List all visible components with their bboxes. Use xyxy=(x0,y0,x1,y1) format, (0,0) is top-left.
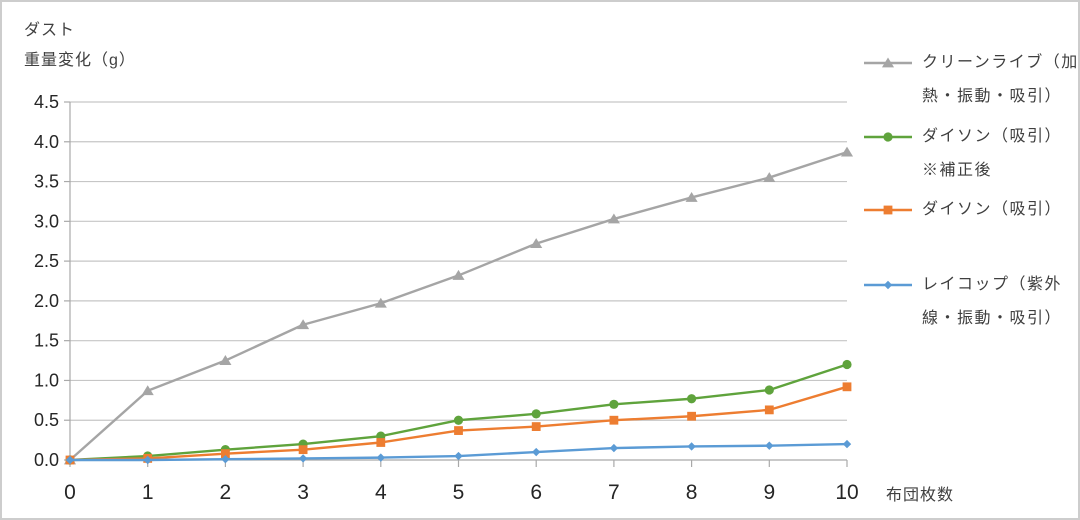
x-tick-label: 2 xyxy=(220,481,232,504)
data-point-triangle-marker xyxy=(141,385,154,396)
data-point-triangle-marker xyxy=(452,269,465,280)
x-tick-label: 1 xyxy=(142,481,154,504)
legend-label: ダイソン（吸引） xyxy=(922,193,1062,227)
y-tick-label: 2.5 xyxy=(34,251,59,271)
data-point-square-marker xyxy=(298,445,308,455)
data-point-circle-marker xyxy=(453,415,464,425)
y-tick-label: 0.5 xyxy=(34,410,59,430)
y-axis-title: ダスト 重量変化（g） xyxy=(24,16,136,76)
x-tick-label: 7 xyxy=(608,481,620,504)
legend-label-line: 熱・振動・吸引） xyxy=(922,88,1063,105)
data-point-diamond-marker xyxy=(687,442,696,451)
data-point-triangle-marker xyxy=(607,213,620,224)
x-tick-label: 0 xyxy=(64,481,76,504)
data-point-circle-marker xyxy=(531,409,541,419)
x-tick-label: 6 xyxy=(530,481,542,504)
legend-item-1: ダイソン（吸引） ※補正後 xyxy=(864,120,1062,188)
y-axis-title-line2: 重量変化（g） xyxy=(24,52,136,69)
data-point-circle-marker xyxy=(609,399,619,409)
legend-label: レイコップ（紫外 線・振動・吸引） xyxy=(922,268,1062,336)
x-tick-label: 8 xyxy=(686,481,698,504)
data-point-diamond-marker xyxy=(298,454,308,463)
legend-label-line: ダイソン（吸引） xyxy=(922,201,1063,218)
data-point-square-marker xyxy=(221,449,230,459)
x-tick-label: 10 xyxy=(835,481,858,504)
data-point-diamond-marker xyxy=(765,441,774,450)
data-point-triangle-marker xyxy=(763,172,776,182)
data-point-square-marker xyxy=(531,422,541,431)
x-axis-title: 布団枚数 xyxy=(886,487,955,504)
y-tick-label: 4.5 xyxy=(34,92,59,112)
y-tick-label: 4.0 xyxy=(34,132,59,152)
y-tick-label: 3.5 xyxy=(34,172,59,192)
data-point-square-marker xyxy=(376,438,386,447)
x-tick-label: 3 xyxy=(297,481,309,504)
y-tick-label: 2.0 xyxy=(34,291,59,311)
legend-label-line: 線・振動・吸引） xyxy=(922,310,1063,327)
y-tick-label: 3.0 xyxy=(34,211,59,231)
x-tick-label: 5 xyxy=(453,481,465,504)
legend-label-line: ダイソン（吸引） xyxy=(922,128,1063,145)
legend-triangle-marker-icon xyxy=(864,57,912,68)
data-point-circle-marker xyxy=(687,394,697,404)
data-point-circle-marker xyxy=(764,385,774,395)
data-point-square-marker xyxy=(454,426,463,435)
legend-square-marker-icon xyxy=(864,205,912,215)
legend-label: クリーンライブ（加 熱・振動・吸引） xyxy=(922,46,1079,114)
data-point-square-marker xyxy=(764,405,774,415)
data-point-triangle-marker xyxy=(530,238,543,249)
legend-item-2: ダイソン（吸引） xyxy=(864,193,1062,227)
legend-diamond-marker-icon xyxy=(864,280,912,290)
data-point-square-marker xyxy=(687,411,696,421)
data-point-triangle-marker xyxy=(685,191,698,202)
data-point-circle-marker xyxy=(842,359,852,370)
data-point-triangle-marker xyxy=(219,355,232,365)
data-point-diamond-marker xyxy=(221,455,230,464)
data-point-triangle-marker xyxy=(297,319,310,330)
legend-circle-marker-icon xyxy=(864,132,912,142)
data-point-triangle-marker xyxy=(840,146,854,157)
legend-item-3: レイコップ（紫外 線・振動・吸引） xyxy=(864,268,1062,336)
legend: クリーンライブ（加 熱・振動・吸引） ダイソン（吸引） ※補正後 ダイソン（吸引） レイコ… xyxy=(864,2,1079,402)
legend-label-line: クリーンライブ（加 xyxy=(922,54,1079,71)
data-point-diamond-marker xyxy=(454,451,463,461)
data-point-diamond-marker xyxy=(143,455,152,465)
data-point-diamond-marker xyxy=(609,443,619,453)
data-point-square-marker xyxy=(842,382,852,392)
y-tick-label: 1.0 xyxy=(34,370,59,390)
data-point-triangle-marker xyxy=(374,297,387,308)
data-point-diamond-marker xyxy=(376,453,385,462)
data-point-diamond-marker xyxy=(532,447,541,457)
legend-label: ダイソン（吸引） ※補正後 xyxy=(922,120,1062,188)
y-tick-label: 0.0 xyxy=(34,450,59,470)
legend-item-0: クリーンライブ（加 熱・振動・吸引） xyxy=(864,46,1079,114)
data-point-diamond-marker xyxy=(842,439,852,449)
y-axis-title-line1: ダスト xyxy=(24,22,76,39)
legend-label-line: レイコップ（紫外 xyxy=(922,276,1063,293)
x-tick-label: 4 xyxy=(375,481,387,504)
data-point-diamond-marker xyxy=(65,455,75,465)
data-point-square-marker xyxy=(609,415,619,425)
y-tick-label: 1.5 xyxy=(34,331,59,351)
x-tick-label: 9 xyxy=(763,481,775,504)
legend-label-line: ※補正後 xyxy=(922,162,993,179)
